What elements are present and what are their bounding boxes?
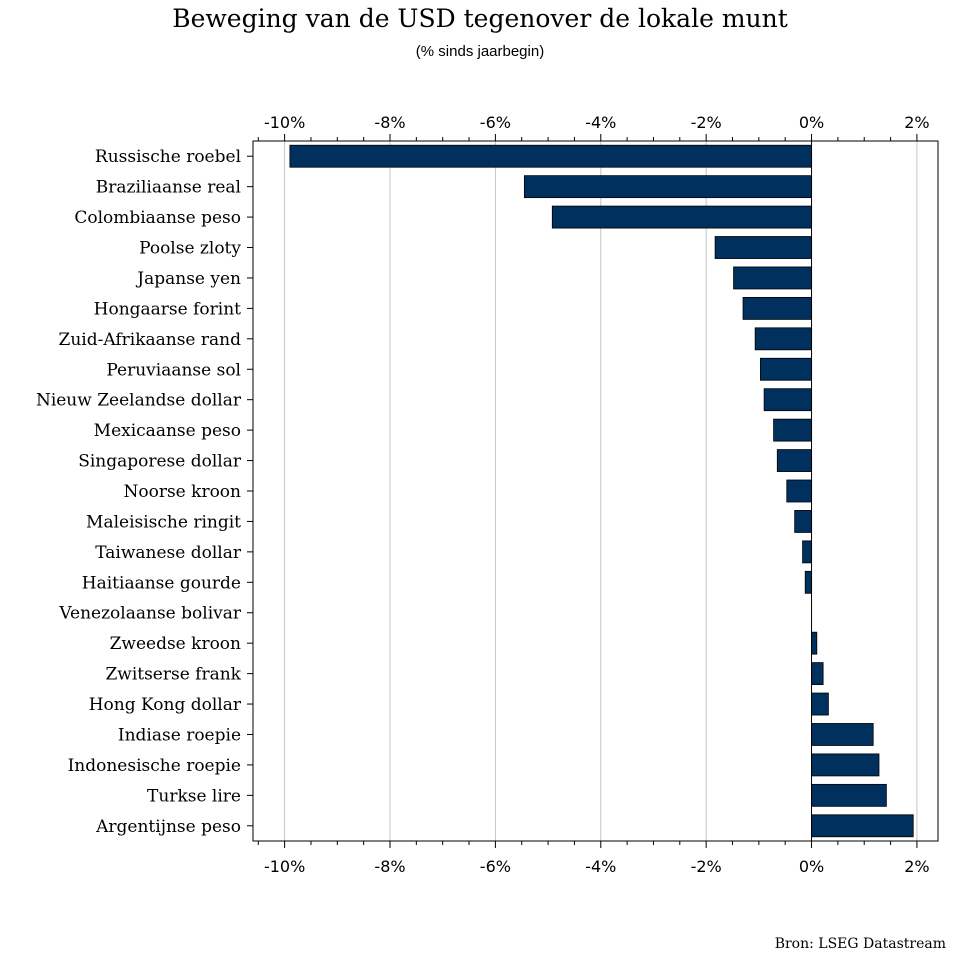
category-label-14: Haitiaanse gourde xyxy=(82,573,241,593)
x-tick-label-bottom-6: 2% xyxy=(904,857,929,876)
bar-3 xyxy=(714,236,812,259)
bar-17 xyxy=(811,662,824,686)
category-label-6: Zuid-Afrikaanse rand xyxy=(59,330,242,350)
x-tick-label-bottom-4: -2% xyxy=(691,857,722,876)
source-note: Bron: LSEG Datastream xyxy=(774,936,946,952)
bar-13 xyxy=(802,540,812,564)
category-label-18: Hong Kong dollar xyxy=(89,695,242,715)
bar-0 xyxy=(289,144,812,168)
bar-5 xyxy=(742,296,812,320)
category-label-11: Noorse kroon xyxy=(123,482,241,502)
category-label-4: Japanse yen xyxy=(135,269,241,289)
bar-22 xyxy=(811,814,914,838)
x-tick-label-top-4: -2% xyxy=(691,113,722,132)
x-tick-label-top-0: -10% xyxy=(264,113,305,132)
bar-18 xyxy=(811,692,829,716)
bar-7 xyxy=(760,357,812,381)
category-label-1: Braziliaanse real xyxy=(96,178,241,198)
category-label-21: Turkse lire xyxy=(147,786,241,806)
category-label-0: Russische roebel xyxy=(95,147,241,167)
category-label-5: Hongaarse forint xyxy=(94,299,242,319)
category-label-8: Nieuw Zeelandse dollar xyxy=(36,391,242,411)
category-label-13: Taiwanese dollar xyxy=(95,543,242,563)
bar-8 xyxy=(763,388,812,412)
bar-9 xyxy=(773,418,812,442)
chart-title: Beweging van de USD tegenover de lokale … xyxy=(172,4,788,33)
bar-6 xyxy=(754,327,812,351)
x-tick-label-top-5: 0% xyxy=(799,113,824,132)
bar-16 xyxy=(811,631,818,655)
bar-19 xyxy=(811,723,874,746)
category-label-2: Colombiaanse peso xyxy=(74,208,241,228)
x-tick-label-top-6: 2% xyxy=(904,113,929,132)
category-label-16: Zweedse kroon xyxy=(110,634,241,654)
category-label-9: Mexicaanse peso xyxy=(94,421,241,441)
x-tick-label-bottom-2: -6% xyxy=(480,857,511,876)
x-tick-label-bottom-0: -10% xyxy=(264,857,305,876)
category-label-20: Indonesische roepie xyxy=(68,756,241,776)
category-label-12: Maleisische ringit xyxy=(86,512,241,532)
category-label-10: Singaporese dollar xyxy=(78,452,242,472)
bar-14 xyxy=(804,570,812,594)
x-tick-label-top-3: -4% xyxy=(585,113,616,132)
category-label-19: Indiase roepie xyxy=(118,725,241,745)
category-label-15: Venezolaanse bolivar xyxy=(58,604,242,624)
bar-2 xyxy=(551,205,812,229)
bar-12 xyxy=(794,510,812,533)
category-label-7: Peruviaanse sol xyxy=(106,360,241,380)
bar-11 xyxy=(786,479,812,503)
bar-20 xyxy=(811,753,880,777)
x-tick-label-bottom-1: -8% xyxy=(374,857,405,876)
bar-21 xyxy=(811,783,887,807)
bar-4 xyxy=(733,266,812,290)
x-tick-label-bottom-5: 0% xyxy=(799,857,824,876)
chart-subtitle: (% sinds jaarbegin) xyxy=(415,43,545,60)
bar-10 xyxy=(776,449,812,472)
x-tick-label-top-1: -8% xyxy=(374,113,405,132)
x-tick-label-top-2: -6% xyxy=(480,113,511,132)
category-label-22: Argentijnse peso xyxy=(95,817,241,837)
x-tick-label-bottom-3: -4% xyxy=(585,857,616,876)
bar-1 xyxy=(523,175,812,199)
category-label-3: Poolse zloty xyxy=(139,239,241,259)
category-label-17: Zwitserse frank xyxy=(105,665,241,685)
